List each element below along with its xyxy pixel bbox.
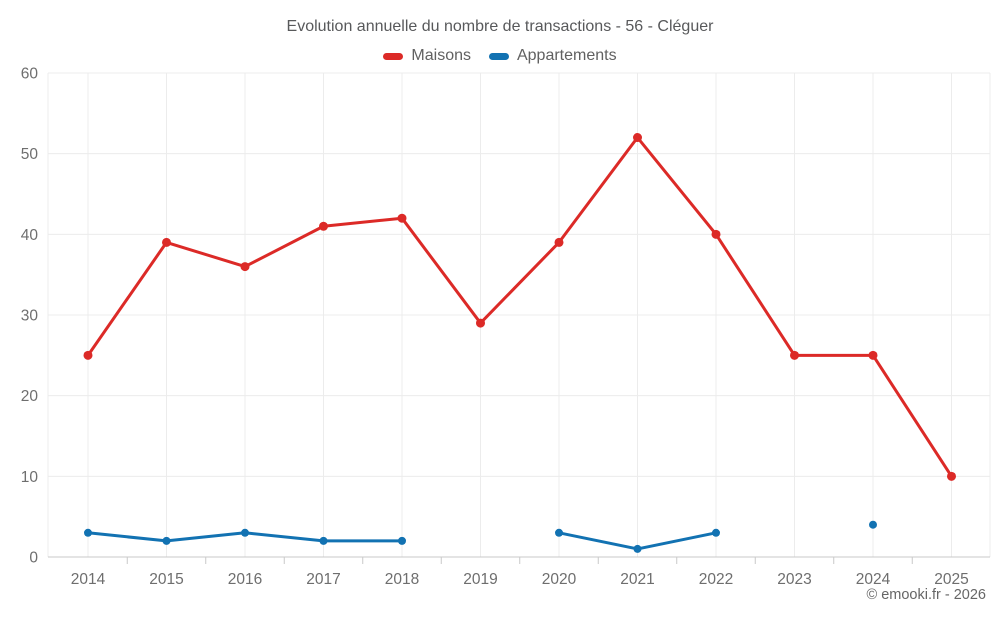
y-axis-label: 60	[21, 66, 39, 83]
y-axis-label: 40	[21, 227, 39, 244]
data-point-appartements[interactable]	[319, 536, 328, 545]
data-point-maisons[interactable]	[319, 221, 328, 231]
chart-title: Evolution annuelle du nombre de transact…	[286, 18, 714, 35]
data-point-appartements[interactable]	[712, 528, 720, 537]
x-axis-label: 2014	[71, 571, 106, 588]
data-point-maisons[interactable]	[868, 350, 878, 360]
legend-swatch-maisons-icon	[383, 52, 404, 60]
y-axis-label: 30	[21, 308, 39, 325]
data-point-appartements[interactable]	[555, 528, 563, 537]
data-point-maisons[interactable]	[947, 471, 956, 481]
legend-item-maisons[interactable]: Maisons	[383, 47, 471, 65]
data-point-maisons[interactable]	[476, 318, 485, 328]
data-point-appartements[interactable]	[162, 536, 171, 545]
data-point-maisons[interactable]	[397, 213, 407, 223]
y-axis-label: 0	[29, 550, 38, 567]
x-axis-label: 2019	[463, 571, 497, 588]
data-point-appartements[interactable]	[241, 528, 249, 537]
x-axis-label: 2021	[620, 571, 654, 588]
x-axis-label: 2020	[542, 571, 577, 588]
data-point-maisons[interactable]	[83, 350, 93, 360]
x-axis-label: 2015	[149, 571, 183, 588]
x-axis-label: 2017	[306, 571, 340, 588]
x-axis-label: 2016	[228, 571, 262, 588]
data-point-maisons[interactable]	[790, 350, 799, 360]
y-axis-label: 50	[21, 146, 39, 163]
data-point-maisons[interactable]	[554, 237, 564, 247]
x-axis-label: 2025	[934, 571, 968, 588]
series-line-maisons	[86, 136, 953, 478]
legend-item-appartements[interactable]: Appartements	[488, 47, 617, 65]
data-point-appartements[interactable]	[84, 528, 92, 537]
data-point-appartements[interactable]	[869, 520, 877, 529]
data-point-appartements[interactable]	[398, 536, 406, 545]
data-point-appartements[interactable]	[633, 544, 642, 553]
data-point-maisons[interactable]	[162, 237, 171, 247]
x-axis-label: 2018	[385, 571, 419, 588]
footer-credit: © emooki.fr - 2026	[866, 587, 986, 603]
x-axis-label: 2022	[699, 571, 733, 588]
legend-swatch-appartements-icon	[488, 52, 509, 60]
data-point-maisons[interactable]	[711, 229, 721, 239]
y-axis-label: 10	[21, 469, 39, 486]
x-axis-label: 2024	[856, 571, 891, 588]
data-point-maisons[interactable]	[240, 262, 250, 272]
data-point-maisons[interactable]	[633, 133, 642, 143]
legend-label-maisons: Maisons	[411, 47, 471, 64]
legend: Maisons Appartements	[0, 47, 1000, 65]
legend-label-appartements: Appartements	[516, 47, 617, 64]
y-axis-label: 20	[21, 388, 39, 405]
x-axis-label: 2023	[777, 571, 811, 588]
